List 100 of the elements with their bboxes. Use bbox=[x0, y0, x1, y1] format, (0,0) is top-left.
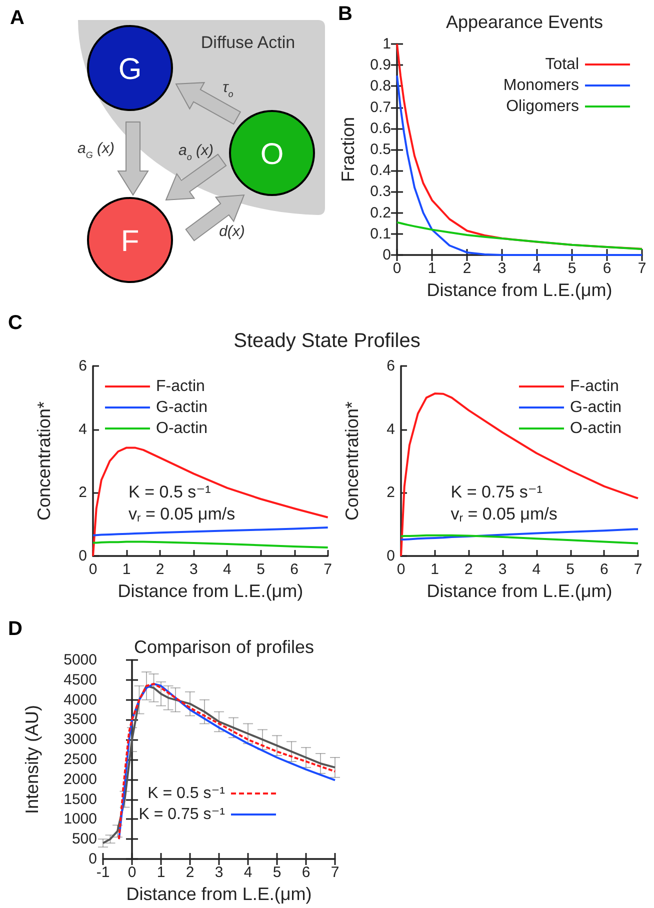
legend-label: K = 0.75 s⁻¹ bbox=[138, 806, 225, 823]
x-tick-label: 0 bbox=[128, 864, 136, 881]
y-tick-label: 2 bbox=[386, 484, 395, 502]
x-tick-label: 1 bbox=[430, 561, 440, 578]
y-tick-label: 0 bbox=[88, 850, 97, 868]
y-tick-label: 3500 bbox=[64, 711, 97, 728]
line-series bbox=[400, 534, 639, 544]
legend-label: O-actin bbox=[570, 420, 622, 437]
x-tick-label: 2 bbox=[156, 561, 164, 578]
x-tick-label: 2 bbox=[186, 864, 194, 881]
x-tick-label: 7 bbox=[324, 561, 332, 578]
y-tick-label: 0.2 bbox=[370, 204, 391, 222]
x-tick-label: 7 bbox=[638, 260, 646, 277]
y-tick-label: 0.4 bbox=[370, 162, 391, 180]
text: τ$_{o}$ bbox=[222, 79, 234, 99]
x-tick-label: 6 bbox=[600, 561, 608, 578]
x-axis-title: Distance from L.E.(μm) bbox=[426, 280, 612, 300]
y-tick-label: 2000 bbox=[64, 770, 97, 788]
x-tick-label: 7 bbox=[634, 561, 642, 578]
x-tick-label: 3 bbox=[189, 561, 198, 578]
y-tick-label: 5000 bbox=[64, 652, 97, 668]
text: D bbox=[8, 618, 22, 640]
y-tick-label: 6 bbox=[386, 358, 395, 374]
x-axis-title: Distance from L.E.(μm) bbox=[126, 884, 312, 904]
y-tick-label: 0.7 bbox=[370, 98, 391, 116]
y-tick-label: 0.3 bbox=[370, 183, 391, 200]
y-tick-label: 1000 bbox=[64, 810, 97, 828]
x-tick-label: 6 bbox=[302, 864, 310, 881]
x-tick-label: 7 bbox=[330, 864, 340, 881]
text: a$_{o}$ (x) bbox=[178, 142, 214, 162]
text: A bbox=[10, 7, 24, 29]
x-tick-label: 3 bbox=[498, 260, 506, 277]
legend-label: F-actin bbox=[570, 378, 619, 395]
x-tick-label: 5 bbox=[566, 561, 574, 578]
text: Diffuse Actin bbox=[200, 33, 296, 52]
y-tick-label: 4 bbox=[78, 420, 87, 438]
legend-label: O-actin bbox=[156, 420, 208, 437]
text: C bbox=[8, 312, 22, 335]
annotation: K = 0.75 s⁻¹ bbox=[450, 482, 543, 502]
x-tick-label: 5 bbox=[568, 260, 576, 277]
y-axis-title: Concentration* bbox=[342, 401, 362, 521]
y-axis-title: Intensity (AU) bbox=[22, 704, 42, 814]
y-tick-label: 0 bbox=[78, 548, 87, 564]
legend-label: Monomers bbox=[503, 77, 579, 94]
y-axis-title: Fraction bbox=[338, 116, 358, 182]
text: B bbox=[338, 3, 352, 25]
text: d(x) bbox=[219, 223, 245, 240]
line-series bbox=[92, 526, 329, 536]
x-tick-label: 2 bbox=[462, 260, 472, 277]
y-tick-label: 1500 bbox=[64, 790, 97, 808]
legend-label: Total bbox=[545, 56, 579, 73]
x-tick-label: 4 bbox=[532, 561, 541, 578]
y-tick-label: 0.1 bbox=[370, 225, 391, 242]
legend-label: F-actin bbox=[156, 378, 205, 395]
legend-label: G-actin bbox=[156, 399, 208, 416]
x-tick-label: 4 bbox=[244, 864, 252, 881]
y-tick-label: 0.8 bbox=[370, 78, 391, 95]
legend-label: Oligomers bbox=[506, 98, 579, 115]
chart-title: Appearance Events bbox=[446, 12, 604, 32]
y-tick-label: 2500 bbox=[64, 751, 97, 768]
y-tick-label: 3000 bbox=[64, 731, 97, 748]
y-tick-label: 4500 bbox=[64, 671, 97, 688]
line-series bbox=[400, 528, 639, 541]
x-tick-label: 5 bbox=[256, 561, 265, 578]
y-tick-label: 0 bbox=[382, 246, 391, 264]
chart-title: Comparison of profiles bbox=[134, 637, 314, 657]
y-tick-label: 0 bbox=[386, 548, 395, 564]
x-tick-label: 5 bbox=[272, 864, 282, 881]
y-axis-title: Concentration* bbox=[34, 401, 54, 521]
x-tick-label: 3 bbox=[214, 864, 224, 881]
text: a$_{G}$ (x) bbox=[77, 140, 115, 160]
x-tick-label: 1 bbox=[122, 561, 131, 578]
circle-node: O bbox=[229, 110, 315, 196]
legend-label: K = 0.5 s⁻¹ bbox=[148, 785, 225, 802]
circle-node: F bbox=[87, 197, 173, 283]
y-tick-label: 2 bbox=[78, 484, 87, 502]
x-tick-label: 2 bbox=[464, 561, 473, 578]
y-tick-label: 4000 bbox=[64, 691, 97, 708]
line-series bbox=[396, 221, 643, 250]
x-tick-label: 1 bbox=[428, 260, 436, 277]
y-tick-label: 0.9 bbox=[370, 56, 391, 74]
legend-label: G-actin bbox=[570, 399, 622, 416]
y-tick-label: 500 bbox=[72, 830, 97, 848]
chart-title: Steady State Profiles bbox=[234, 330, 420, 352]
x-axis-title: Distance from L.E.(μm) bbox=[118, 581, 304, 601]
x-tick-label: -1 bbox=[96, 864, 110, 881]
x-tick-label: 4 bbox=[223, 561, 232, 578]
x-tick-label: 6 bbox=[290, 561, 298, 578]
x-tick-label: 1 bbox=[156, 864, 166, 881]
annotation: K = 0.5 s⁻¹ bbox=[128, 482, 212, 502]
x-tick-label: 3 bbox=[498, 561, 507, 578]
y-tick-label: 1 bbox=[382, 36, 391, 52]
circle-node: G bbox=[87, 25, 173, 111]
y-tick-label: 0.6 bbox=[370, 120, 391, 137]
x-axis-title: Distance from L.E.(μm) bbox=[426, 581, 612, 601]
x-tick-label: 6 bbox=[602, 260, 612, 277]
y-tick-label: 6 bbox=[78, 358, 87, 374]
y-tick-label: 0.5 bbox=[370, 141, 391, 158]
x-tick-label: 4 bbox=[532, 260, 542, 277]
y-tick-label: 4 bbox=[386, 420, 395, 438]
